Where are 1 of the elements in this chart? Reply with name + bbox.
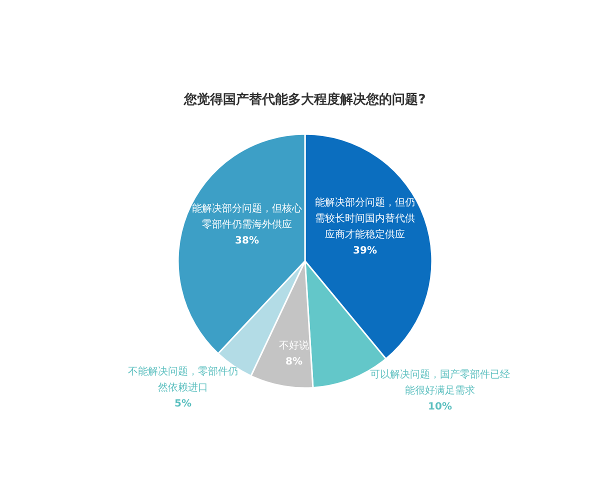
title: 您觉得国产替代能多大程度解决您的问题? bbox=[184, 92, 426, 108]
